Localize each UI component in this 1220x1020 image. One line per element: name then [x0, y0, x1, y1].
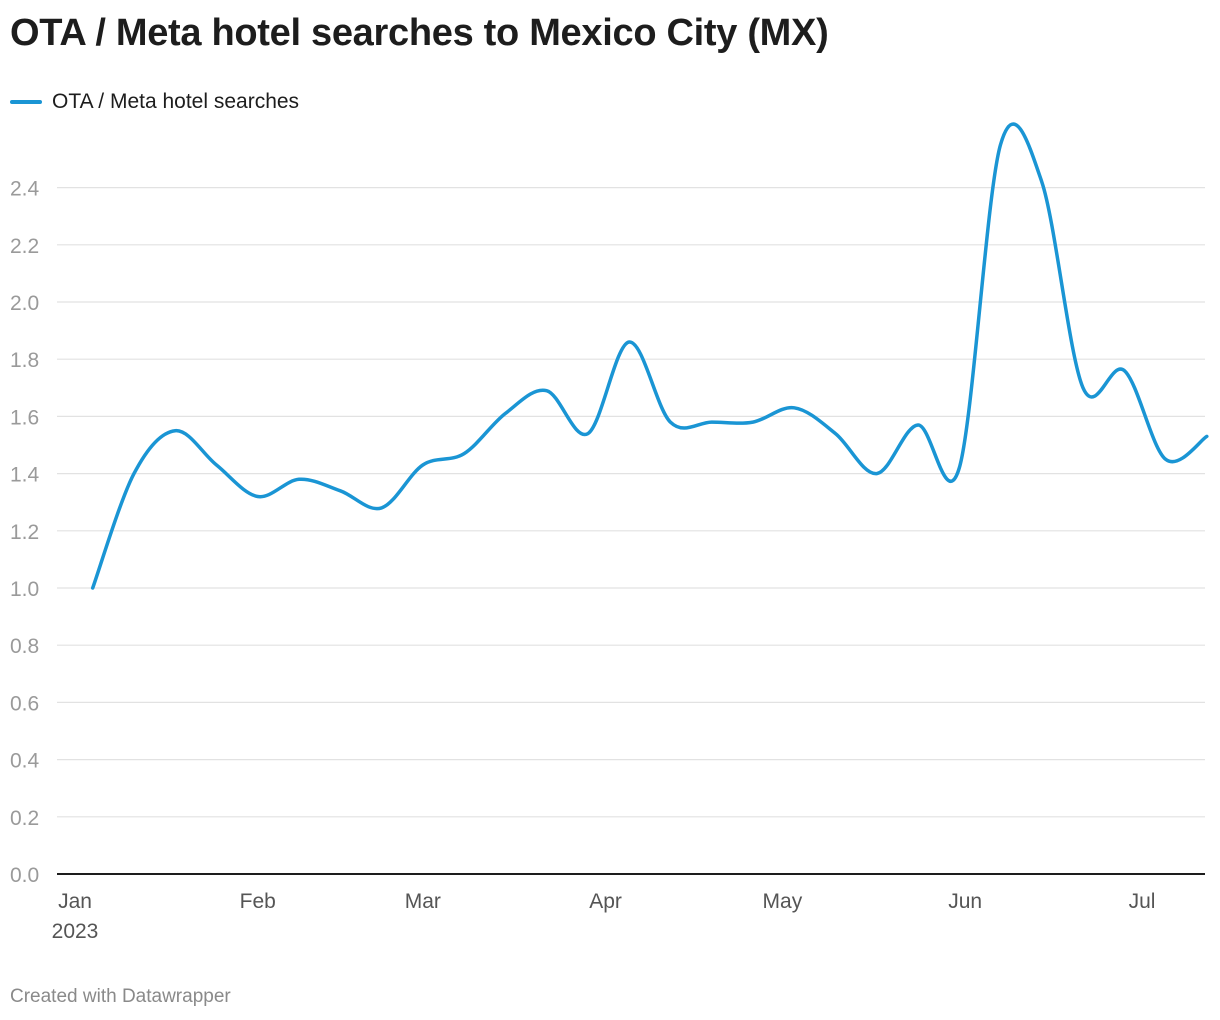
y-tick-label: 2.4 [10, 178, 40, 201]
y-tick-label: 1.0 [10, 578, 39, 601]
y-tick-label: 1.2 [10, 521, 39, 544]
y-tick-label: 0.4 [10, 750, 40, 773]
data-point [915, 422, 921, 428]
legend-swatch [10, 100, 42, 104]
data-point [626, 339, 632, 345]
y-tick-label: 1.6 [10, 406, 39, 429]
x-tick-label: Apr [589, 890, 622, 913]
x-tick-label: Feb [240, 890, 276, 913]
data-point [791, 405, 797, 411]
x-tick-label: Jun [948, 890, 982, 913]
y-tick-label: 2.2 [10, 235, 39, 258]
data-point [585, 431, 591, 437]
data-point [1080, 385, 1086, 391]
data-point [956, 465, 962, 471]
data-point [1163, 456, 1169, 462]
data-point [667, 419, 673, 425]
data-point [379, 505, 385, 511]
data-point [1039, 179, 1045, 185]
x-tick-label: Jan [58, 890, 92, 913]
x-tick-label: Mar [405, 890, 441, 913]
data-point [131, 471, 137, 477]
chart-title: OTA / Meta hotel searches to Mexico City… [10, 12, 829, 54]
legend: OTA / Meta hotel searches [10, 90, 299, 114]
data-point [255, 494, 261, 500]
data-point [337, 488, 343, 494]
y-tick-label: 0.0 [10, 864, 39, 887]
x-year-label: 2023 [52, 920, 99, 943]
line-chart: 0.0 0.2 0.4 0.6 0.8 1.0 1.2 1.4 1.6 1.8 2.0 2.2 2.4 J… [10, 122, 1210, 943]
y-tick-label: 0.8 [10, 635, 39, 658]
y-tick-label: 0.6 [10, 692, 39, 715]
data-point [461, 451, 467, 457]
legend-label: OTA / Meta hotel searches [52, 90, 300, 113]
data-point [750, 419, 756, 425]
series-line [90, 122, 1209, 590]
credit-text: Created with Datawrapper [10, 986, 231, 1007]
x-tick-label: May [763, 890, 803, 913]
data-point [1204, 433, 1210, 439]
data-point [544, 388, 550, 394]
data-point [874, 471, 880, 477]
data-point [296, 476, 302, 482]
y-tick-label: 1.8 [10, 349, 39, 372]
y-tick-label: 0.2 [10, 807, 39, 830]
data-point [833, 431, 839, 437]
data-point [709, 419, 715, 425]
data-point [90, 585, 96, 591]
data-point [420, 462, 426, 468]
x-tick-label: Jul [1129, 890, 1156, 913]
data-point [502, 411, 508, 417]
data-point [214, 462, 220, 468]
y-tick-label: 2.0 [10, 292, 39, 315]
data-point [1121, 368, 1127, 374]
data-point [172, 428, 178, 434]
data-point [998, 142, 1004, 148]
y-tick-label: 1.4 [10, 464, 40, 487]
